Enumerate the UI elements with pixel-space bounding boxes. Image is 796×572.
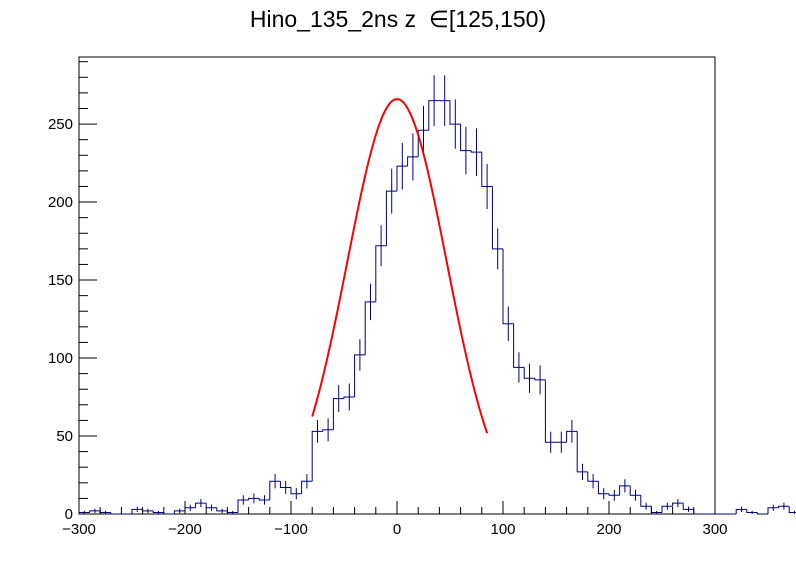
histogram-bin bbox=[523, 367, 535, 379]
histogram-bin bbox=[89, 510, 101, 513]
histogram-bin bbox=[237, 499, 249, 513]
histogram-bin bbox=[354, 354, 366, 398]
histogram-bin bbox=[301, 480, 313, 494]
histogram-bin bbox=[152, 510, 164, 513]
histogram-bin bbox=[788, 506, 796, 513]
histogram-bin bbox=[693, 509, 705, 515]
histogram-bin bbox=[534, 378, 546, 381]
histogram-bin bbox=[311, 430, 323, 482]
chart-title: Hino_135_2ns z ∈[125,150) bbox=[249, 6, 547, 32]
x-tick-label: −300 bbox=[62, 521, 96, 538]
histogram-bin bbox=[396, 165, 408, 192]
histogram-bin bbox=[608, 493, 620, 496]
x-tick-label: 0 bbox=[393, 521, 401, 538]
histogram-bin bbox=[322, 429, 334, 432]
x-tick-label: 200 bbox=[596, 521, 621, 538]
histogram-bin bbox=[746, 509, 758, 513]
histogram-bin bbox=[290, 487, 302, 495]
y-tick-label: 100 bbox=[48, 350, 73, 367]
y-tick-label: 200 bbox=[48, 194, 73, 211]
histogram-bin bbox=[470, 150, 482, 153]
histogram-bin bbox=[481, 152, 493, 187]
histogram-bin bbox=[661, 505, 673, 513]
histogram-bin bbox=[258, 498, 270, 501]
gaussian-fit bbox=[311, 98, 489, 434]
histogram-bin bbox=[619, 485, 631, 496]
histogram-bin bbox=[682, 503, 694, 510]
axes: −300 −200 −100 0 100 200 300 0 50 100 150 200 250 bbox=[48, 61, 728, 538]
histogram-bin bbox=[343, 396, 355, 399]
histogram-bin bbox=[195, 502, 207, 508]
frame bbox=[78, 56, 716, 515]
histogram-bin bbox=[640, 495, 652, 507]
histogram-bin bbox=[502, 248, 514, 325]
x-tick-label: 100 bbox=[490, 521, 515, 538]
error-bars bbox=[83, 75, 795, 514]
histogram-bin bbox=[756, 512, 768, 515]
y-tick-label: 50 bbox=[56, 428, 73, 445]
histogram-bin bbox=[173, 510, 185, 514]
histogram-bin bbox=[767, 507, 779, 514]
histogram-bin bbox=[248, 497, 260, 500]
histogram-bin bbox=[131, 508, 143, 514]
histogram-bin bbox=[449, 100, 461, 125]
histogram-bin bbox=[375, 245, 387, 302]
histogram-bin bbox=[385, 190, 397, 246]
histogram-bin bbox=[629, 485, 641, 496]
histogram-bin bbox=[279, 481, 291, 488]
histogram-bin bbox=[110, 512, 122, 515]
histogram-bin bbox=[513, 323, 525, 368]
fit-curve bbox=[311, 98, 489, 434]
histogram-bin bbox=[491, 186, 503, 250]
histogram-bin bbox=[216, 507, 228, 512]
histogram-bin bbox=[163, 512, 175, 515]
y-tick-label: 0 bbox=[65, 506, 73, 523]
histogram-bin bbox=[407, 156, 419, 167]
histogram-bin bbox=[364, 301, 376, 355]
x-tick-label: −200 bbox=[168, 521, 202, 538]
histogram-bin bbox=[672, 502, 684, 507]
y-tick-label: 150 bbox=[48, 272, 73, 289]
x-tick-label: 300 bbox=[702, 521, 727, 538]
histogram-bins bbox=[78, 100, 796, 515]
histogram-bin bbox=[428, 100, 440, 131]
histogram-bin bbox=[332, 398, 344, 430]
histogram-bin bbox=[778, 505, 790, 508]
y-tick-label: 250 bbox=[48, 116, 73, 133]
histogram-bin bbox=[576, 431, 588, 473]
histogram-bin bbox=[544, 379, 556, 443]
histogram-bin bbox=[587, 471, 599, 482]
histogram-bin bbox=[417, 129, 429, 157]
histogram-bin bbox=[597, 481, 609, 495]
histogram-bin bbox=[460, 124, 472, 152]
histogram-bin bbox=[566, 430, 578, 443]
histogram-bin bbox=[735, 508, 747, 514]
histogram-bin bbox=[269, 480, 281, 500]
x-tick-label: −100 bbox=[274, 521, 308, 538]
